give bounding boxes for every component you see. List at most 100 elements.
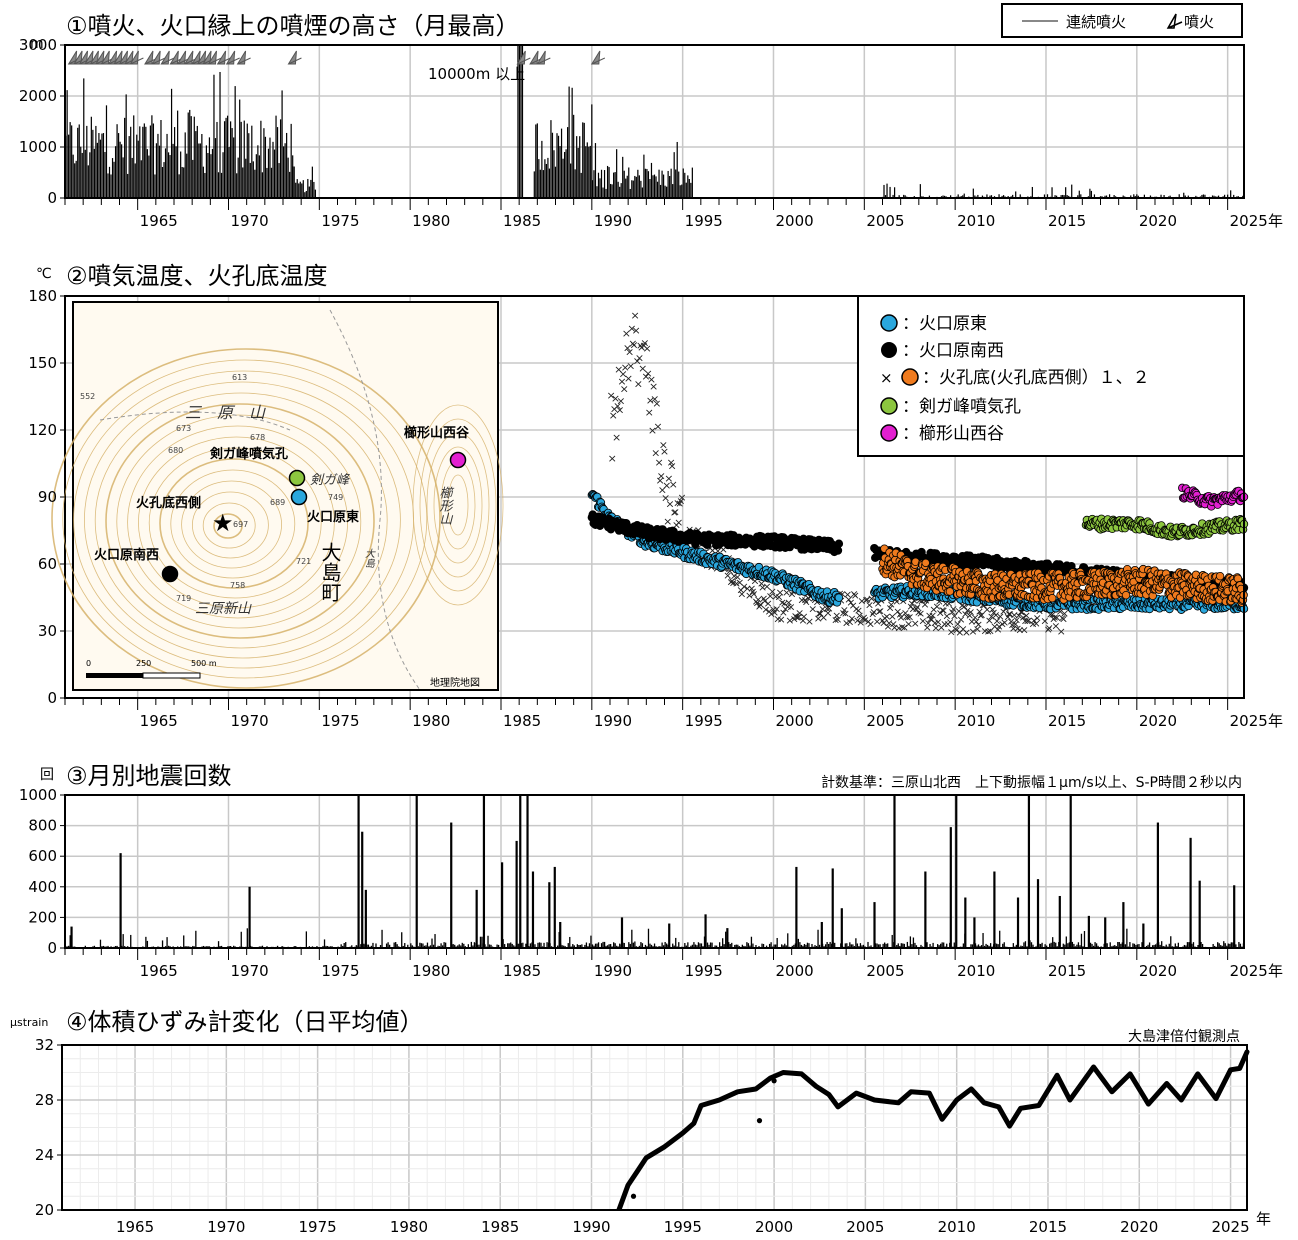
quake-spike-bar	[516, 841, 518, 948]
plume-bar	[70, 122, 71, 198]
plume-bar	[660, 185, 661, 198]
x-tick-label: 2020	[1139, 212, 1177, 230]
plume-bar	[642, 187, 643, 198]
quake-bar	[480, 937, 481, 948]
plume-bar	[80, 147, 81, 198]
legend-marker-magenta	[881, 425, 897, 441]
plume-bar	[309, 187, 310, 198]
plume-bar	[262, 172, 263, 198]
quake-bar	[1126, 929, 1127, 948]
x-tick-label: 2010	[938, 1218, 976, 1236]
quake-bar	[381, 930, 382, 948]
plume-bar	[538, 159, 539, 198]
plume-bar	[592, 180, 593, 198]
quake-bar	[434, 934, 435, 948]
quake-spike-bar	[1122, 902, 1124, 948]
plume-bar	[535, 124, 536, 198]
plume-bar	[634, 176, 635, 198]
quake-spike-bar	[668, 924, 670, 948]
plume-bar	[150, 125, 151, 198]
plume-bar	[686, 183, 687, 198]
plume-bar	[315, 190, 316, 198]
quake-bar	[675, 938, 676, 948]
quake-bar	[123, 934, 124, 948]
plume-bar	[236, 173, 237, 198]
quake-spike-bar	[795, 867, 797, 948]
quake-bar	[798, 939, 799, 948]
plume-bar	[142, 127, 143, 198]
plume-bar	[177, 111, 178, 198]
plume-bar	[157, 134, 158, 198]
plume-bar	[1071, 185, 1072, 198]
plume-bar	[113, 162, 114, 198]
quake-spike-bar	[950, 827, 952, 948]
y-tick-label: 400	[28, 878, 57, 896]
plume-bar	[546, 164, 547, 198]
plume-bar	[136, 135, 137, 198]
plume-bar	[920, 184, 921, 198]
quake-bar	[892, 935, 893, 948]
plume-bar	[281, 90, 282, 198]
x-tick-label: 1985	[503, 962, 541, 980]
quake-spike-bar	[1199, 881, 1201, 948]
plume-bar	[115, 146, 116, 198]
crater-floor-point: ×	[624, 372, 633, 385]
p2-legend: ：火口原東 ：火口原南西 × ：火孔底(火孔底西側）１、２ ：剣ガ峰噴気孔 ：櫛…	[858, 296, 1244, 456]
map-marker-east	[292, 490, 307, 505]
y-tick-label: 180	[28, 287, 57, 305]
plume-bar	[664, 186, 665, 198]
x-tick-label: 1970	[230, 962, 268, 980]
plume-bar	[118, 133, 119, 198]
plume-bar	[288, 158, 289, 198]
plume-bar	[541, 141, 542, 198]
p3-unit: 回	[40, 767, 54, 783]
plume-bar	[103, 133, 104, 198]
plume-bar	[692, 168, 693, 198]
crater-floor-point: ×	[649, 380, 658, 393]
plume-bar	[248, 133, 249, 198]
map-label-east: 火口原東	[307, 509, 359, 525]
crater-floor-point: ×	[653, 420, 662, 433]
plume-bar	[1032, 187, 1033, 198]
plume-bar	[889, 187, 890, 198]
map-label-kushigata: 櫛形山	[437, 486, 453, 525]
x-tick-label: 2005	[866, 212, 904, 230]
y-tick-label: 800	[28, 817, 57, 835]
plume-bar	[163, 162, 164, 198]
panel-fumarole-temperature: ℃ ②噴気温度、火孔底温度 ××××××××××××××××××××××××××…	[28, 262, 1283, 730]
panel-volumetric-strain: μstrain ④体積ひずみ計変化（日平均値） 大島津倍付観測点 2024283…	[0, 1008, 1298, 1236]
quake-spike-bar	[70, 927, 72, 948]
x-tick-label: 1980	[412, 212, 450, 230]
plume-bar	[228, 147, 229, 198]
quake-spike-bar	[1233, 885, 1235, 948]
temperature-point	[1048, 594, 1056, 602]
plume-bar	[567, 127, 568, 198]
plume-bar	[610, 184, 611, 198]
plume-bar	[88, 165, 89, 198]
crater-floor-point: ×	[668, 460, 677, 473]
temperature-point	[1216, 572, 1224, 580]
plume-bar	[144, 123, 145, 198]
plume-bar	[306, 191, 307, 198]
plume-bar	[572, 88, 573, 198]
p4-line	[619, 1052, 1247, 1210]
p1-legend-continuous: 連続噴火	[1066, 13, 1126, 31]
x-tick-label: 2010	[957, 712, 995, 730]
plume-bar	[295, 183, 296, 198]
plume-bar	[112, 158, 113, 198]
plume-bar	[537, 123, 538, 198]
map-label-oshima-small: 大島	[363, 548, 375, 568]
quake-spike-bar	[501, 862, 503, 948]
plume-bar	[232, 128, 233, 198]
plume-bar	[151, 115, 152, 198]
plume-bar	[189, 110, 190, 198]
legend-marker-orange	[902, 369, 918, 385]
plume-bar	[602, 188, 603, 198]
plume-bar	[85, 150, 86, 198]
quake-spike-bar	[821, 922, 823, 948]
plume-bar	[300, 182, 301, 198]
x-tick-label: 2020	[1139, 962, 1177, 980]
plume-bar	[222, 152, 223, 198]
plume-bar	[646, 169, 647, 198]
x-tick-label: 1965	[140, 212, 178, 230]
